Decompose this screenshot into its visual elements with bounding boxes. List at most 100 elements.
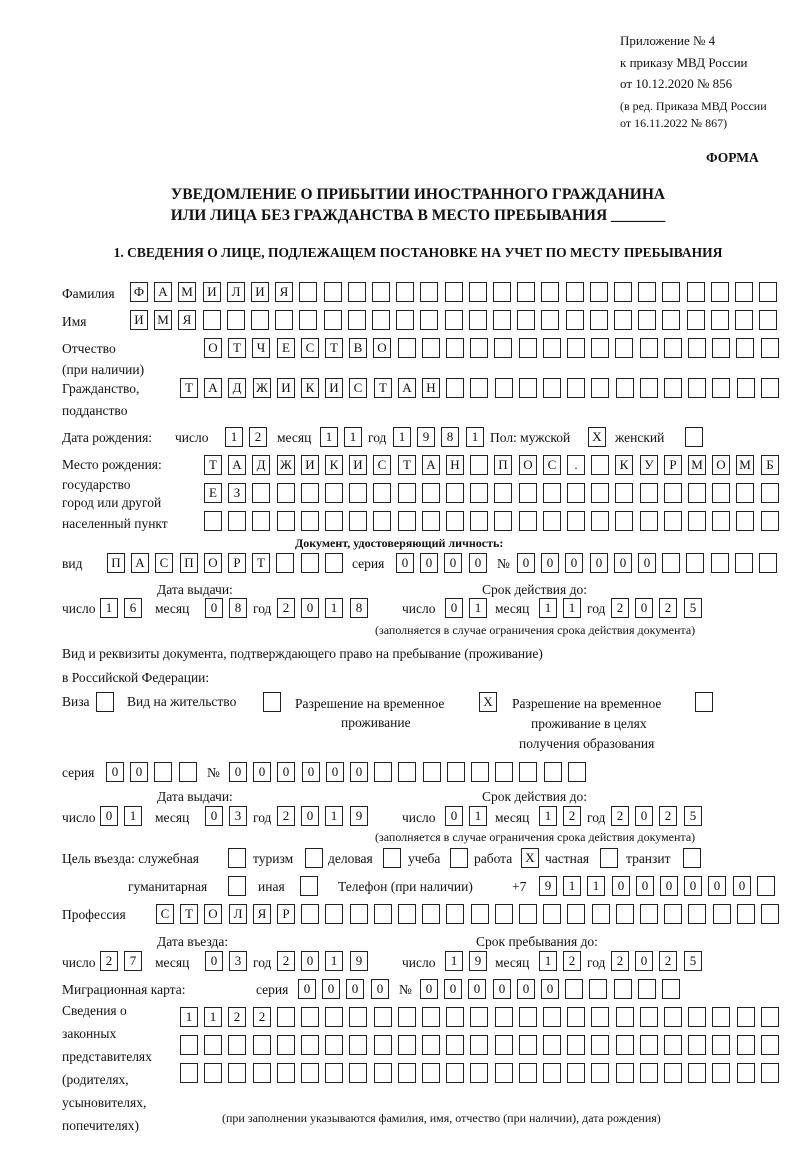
- purpose-transit-checkbox[interactable]: [683, 848, 701, 868]
- char-box[interactable]: [374, 1035, 392, 1055]
- char-box[interactable]: [614, 979, 632, 999]
- char-box[interactable]: .: [567, 455, 585, 475]
- char-box[interactable]: [736, 338, 754, 358]
- char-box[interactable]: А: [422, 455, 440, 475]
- char-box[interactable]: 5: [684, 806, 702, 826]
- char-box[interactable]: [373, 483, 391, 503]
- purpose-private-checkbox[interactable]: [600, 848, 618, 868]
- char-box[interactable]: [662, 282, 680, 302]
- char-box[interactable]: [252, 483, 270, 503]
- char-box[interactable]: [301, 553, 319, 573]
- char-box[interactable]: [712, 1063, 730, 1083]
- char-box[interactable]: 1: [539, 598, 557, 618]
- char-box[interactable]: 0: [445, 598, 463, 618]
- char-box[interactable]: [228, 1035, 246, 1055]
- char-box[interactable]: 0: [541, 553, 559, 573]
- char-box[interactable]: 0: [635, 806, 653, 826]
- char-box[interactable]: 2: [249, 427, 267, 447]
- char-box[interactable]: [616, 378, 634, 398]
- char-box[interactable]: [374, 1063, 392, 1083]
- char-box[interactable]: 2: [611, 598, 629, 618]
- char-box[interactable]: [420, 282, 438, 302]
- char-box[interactable]: 2: [228, 1007, 246, 1027]
- char-box[interactable]: 1: [124, 806, 142, 826]
- char-box[interactable]: [469, 310, 487, 330]
- char-box[interactable]: [761, 378, 779, 398]
- char-box[interactable]: 0: [326, 762, 344, 782]
- char-box[interactable]: [325, 511, 343, 531]
- char-box[interactable]: 2: [659, 951, 677, 971]
- char-box[interactable]: 0: [302, 762, 320, 782]
- char-box[interactable]: [640, 511, 658, 531]
- char-box[interactable]: [664, 1035, 682, 1055]
- char-box[interactable]: 1: [325, 598, 343, 618]
- char-box[interactable]: [616, 1063, 634, 1083]
- char-box[interactable]: [470, 483, 488, 503]
- purpose-other-checkbox[interactable]: [300, 876, 318, 896]
- purpose-tourism-checkbox[interactable]: [305, 848, 323, 868]
- char-box[interactable]: [712, 1007, 730, 1027]
- char-box[interactable]: [615, 338, 633, 358]
- char-box[interactable]: 0: [298, 979, 316, 999]
- purpose-study-checkbox[interactable]: [450, 848, 468, 868]
- char-box[interactable]: [519, 378, 537, 398]
- char-box[interactable]: [566, 282, 584, 302]
- char-box[interactable]: [688, 904, 706, 924]
- char-box[interactable]: Т: [252, 553, 270, 573]
- char-box[interactable]: [519, 1035, 537, 1055]
- char-box[interactable]: 0: [636, 876, 654, 896]
- char-box[interactable]: [228, 1063, 246, 1083]
- char-box[interactable]: О: [519, 455, 537, 475]
- char-box[interactable]: [373, 511, 391, 531]
- char-box[interactable]: [349, 1063, 367, 1083]
- char-box[interactable]: [568, 762, 586, 782]
- char-box[interactable]: 1: [466, 427, 484, 447]
- char-box[interactable]: [567, 1035, 585, 1055]
- char-box[interactable]: [301, 904, 319, 924]
- char-box[interactable]: [688, 1063, 706, 1083]
- char-box[interactable]: Ж: [277, 455, 295, 475]
- char-box[interactable]: 0: [469, 553, 487, 573]
- char-box[interactable]: [469, 282, 487, 302]
- char-box[interactable]: [495, 1035, 513, 1055]
- char-box[interactable]: [470, 1007, 488, 1027]
- char-box[interactable]: [325, 553, 343, 573]
- char-box[interactable]: [349, 1035, 367, 1055]
- char-box[interactable]: 6: [124, 598, 142, 618]
- char-box[interactable]: [615, 483, 633, 503]
- char-box[interactable]: [252, 511, 270, 531]
- char-box[interactable]: [471, 904, 489, 924]
- char-box[interactable]: [301, 1007, 319, 1027]
- char-box[interactable]: [349, 1007, 367, 1027]
- char-box[interactable]: [543, 338, 561, 358]
- char-box[interactable]: [638, 979, 656, 999]
- char-box[interactable]: Н: [446, 455, 464, 475]
- char-box[interactable]: [493, 282, 511, 302]
- char-box[interactable]: [301, 1063, 319, 1083]
- char-box[interactable]: 2: [277, 806, 295, 826]
- char-box[interactable]: 0: [420, 553, 438, 573]
- char-box[interactable]: [761, 483, 779, 503]
- char-box[interactable]: 0: [541, 979, 559, 999]
- char-box[interactable]: [543, 1007, 561, 1027]
- char-box[interactable]: 1: [320, 427, 338, 447]
- char-box[interactable]: Т: [398, 455, 416, 475]
- char-box[interactable]: Н: [422, 378, 440, 398]
- char-box[interactable]: К: [301, 378, 319, 398]
- char-box[interactable]: С: [156, 904, 174, 924]
- char-box[interactable]: [640, 338, 658, 358]
- char-box[interactable]: [227, 310, 245, 330]
- char-box[interactable]: О: [712, 455, 730, 475]
- char-box[interactable]: И: [301, 455, 319, 475]
- char-box[interactable]: 1: [344, 427, 362, 447]
- char-box[interactable]: [372, 282, 390, 302]
- char-box[interactable]: И: [130, 310, 148, 330]
- char-box[interactable]: Д: [252, 455, 270, 475]
- char-box[interactable]: [589, 979, 607, 999]
- char-box[interactable]: 9: [417, 427, 435, 447]
- char-box[interactable]: [519, 1007, 537, 1027]
- char-box[interactable]: [445, 282, 463, 302]
- purpose-business-checkbox[interactable]: [383, 848, 401, 868]
- char-box[interactable]: [591, 1007, 609, 1027]
- char-box[interactable]: 0: [517, 553, 535, 573]
